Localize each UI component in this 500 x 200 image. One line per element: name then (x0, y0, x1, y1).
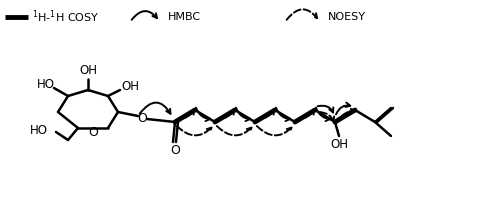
Text: OH: OH (330, 138, 348, 150)
Text: OH: OH (79, 64, 97, 77)
Text: O: O (137, 112, 147, 124)
Text: HO: HO (37, 77, 55, 90)
Text: $^{1}$H-$^{1}$H COSY: $^{1}$H-$^{1}$H COSY (32, 9, 100, 25)
Text: HMBC: HMBC (168, 12, 201, 22)
Text: HO: HO (30, 124, 48, 138)
Text: O: O (88, 127, 98, 140)
Text: NOESY: NOESY (328, 12, 366, 22)
Text: O: O (170, 144, 180, 156)
Text: OH: OH (121, 80, 139, 94)
